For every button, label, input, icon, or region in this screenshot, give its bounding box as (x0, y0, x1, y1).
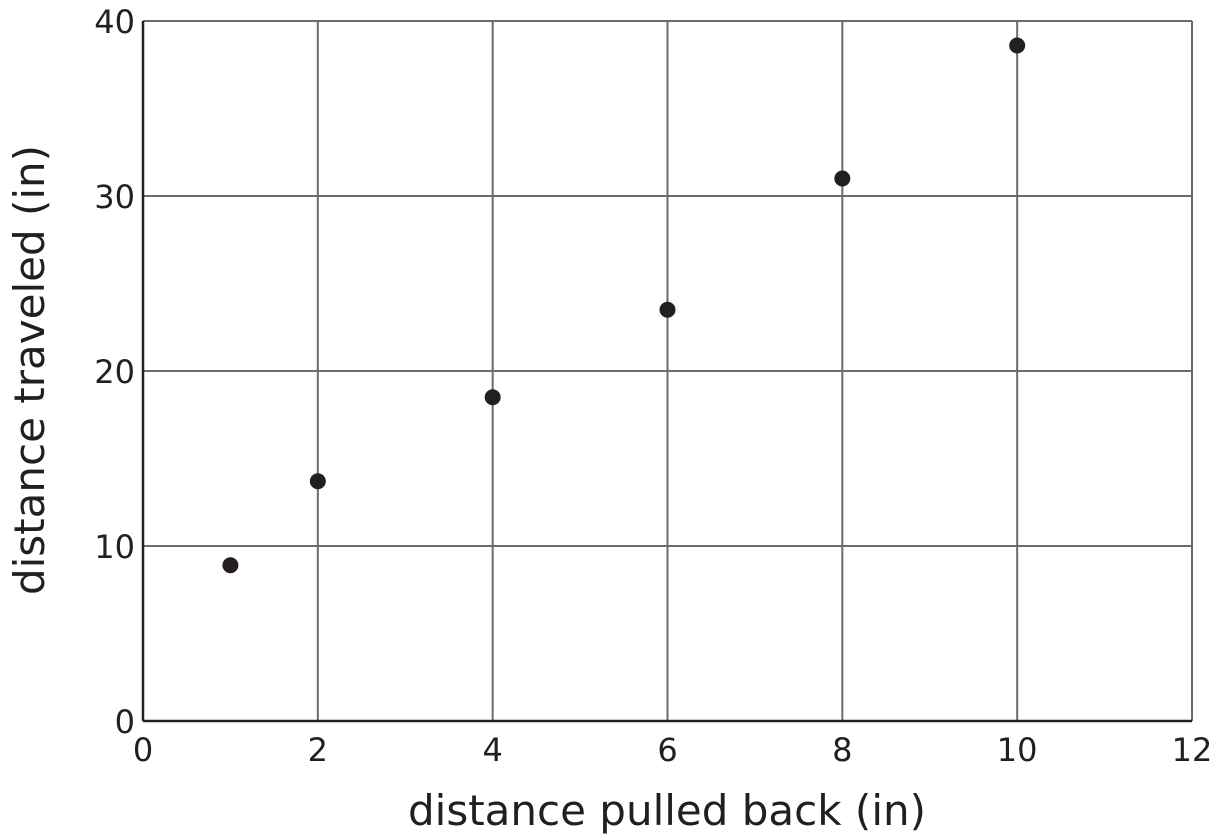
x-tick-label: 2 (308, 731, 328, 769)
grid (141, 20, 1193, 723)
y-tick-label: 20 (94, 353, 135, 391)
y-axis-label: distance traveled (in) (5, 145, 54, 595)
x-tick-label: 8 (832, 731, 852, 769)
data-point (484, 389, 501, 406)
data-point (834, 170, 851, 187)
y-tick-label: 40 (94, 3, 135, 41)
x-tick-label: 0 (133, 731, 153, 769)
data-point (1009, 37, 1026, 54)
y-tick-label: 30 (94, 178, 135, 216)
x-tick-label: 6 (657, 731, 677, 769)
x-axis-label: distance pulled back (in) (408, 786, 926, 835)
data-points (222, 37, 1026, 574)
data-point (222, 557, 239, 574)
x-tick-label: 10 (997, 731, 1038, 769)
x-tick-label: 12 (1172, 731, 1213, 769)
y-tick-label: 0 (115, 703, 135, 741)
tick-labels: 0 2 4 6 8 10 12 0 10 20 30 40 (94, 3, 1212, 769)
y-tick-label: 10 (94, 528, 135, 566)
data-point (659, 301, 676, 318)
x-tick-label: 4 (482, 731, 502, 769)
data-point (309, 473, 326, 490)
